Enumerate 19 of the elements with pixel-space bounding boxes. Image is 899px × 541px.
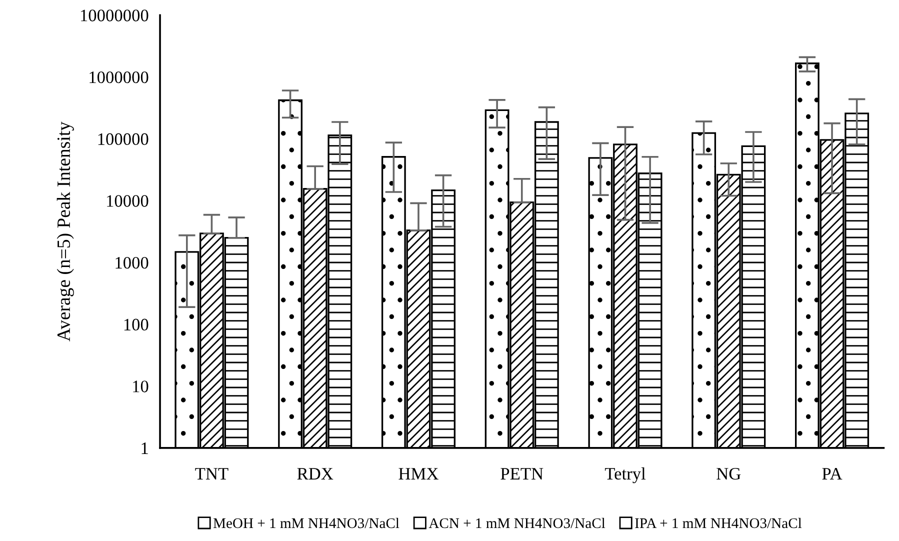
- x-tick-label: Tetryl: [604, 467, 646, 484]
- x-tick-label: HMX: [398, 468, 438, 480]
- y-tick-label: 100: [124, 318, 148, 330]
- x-tick-label: PA: [822, 468, 842, 480]
- legend-label: ACN + 1 mM NH4NO3/NaCl: [428, 518, 606, 528]
- x-tick-label: RDX: [297, 468, 334, 480]
- y-tick-label: 10: [133, 380, 148, 392]
- legend-label: IPA + 1 mM NH4NO3/NaCl: [635, 518, 802, 528]
- y-tick-label: 100000: [98, 133, 148, 145]
- y-axis-title: Average (n=5) Peak Intensity: [56, 122, 74, 342]
- y-tick-label: 1000: [116, 256, 148, 269]
- x-tick-label: TNT: [195, 468, 228, 480]
- x-tick-label: NG: [716, 468, 741, 480]
- y-tick-label: 10000000: [80, 10, 148, 22]
- legend-label: MeOH + 1 mM NH4NO3/NaCl: [213, 518, 400, 528]
- y-tick-label: 1: [142, 442, 148, 454]
- y-tick-label: 1000000: [90, 71, 148, 84]
- y-tick-label: 10000: [107, 195, 148, 207]
- x-tick-label: PETN: [500, 468, 544, 480]
